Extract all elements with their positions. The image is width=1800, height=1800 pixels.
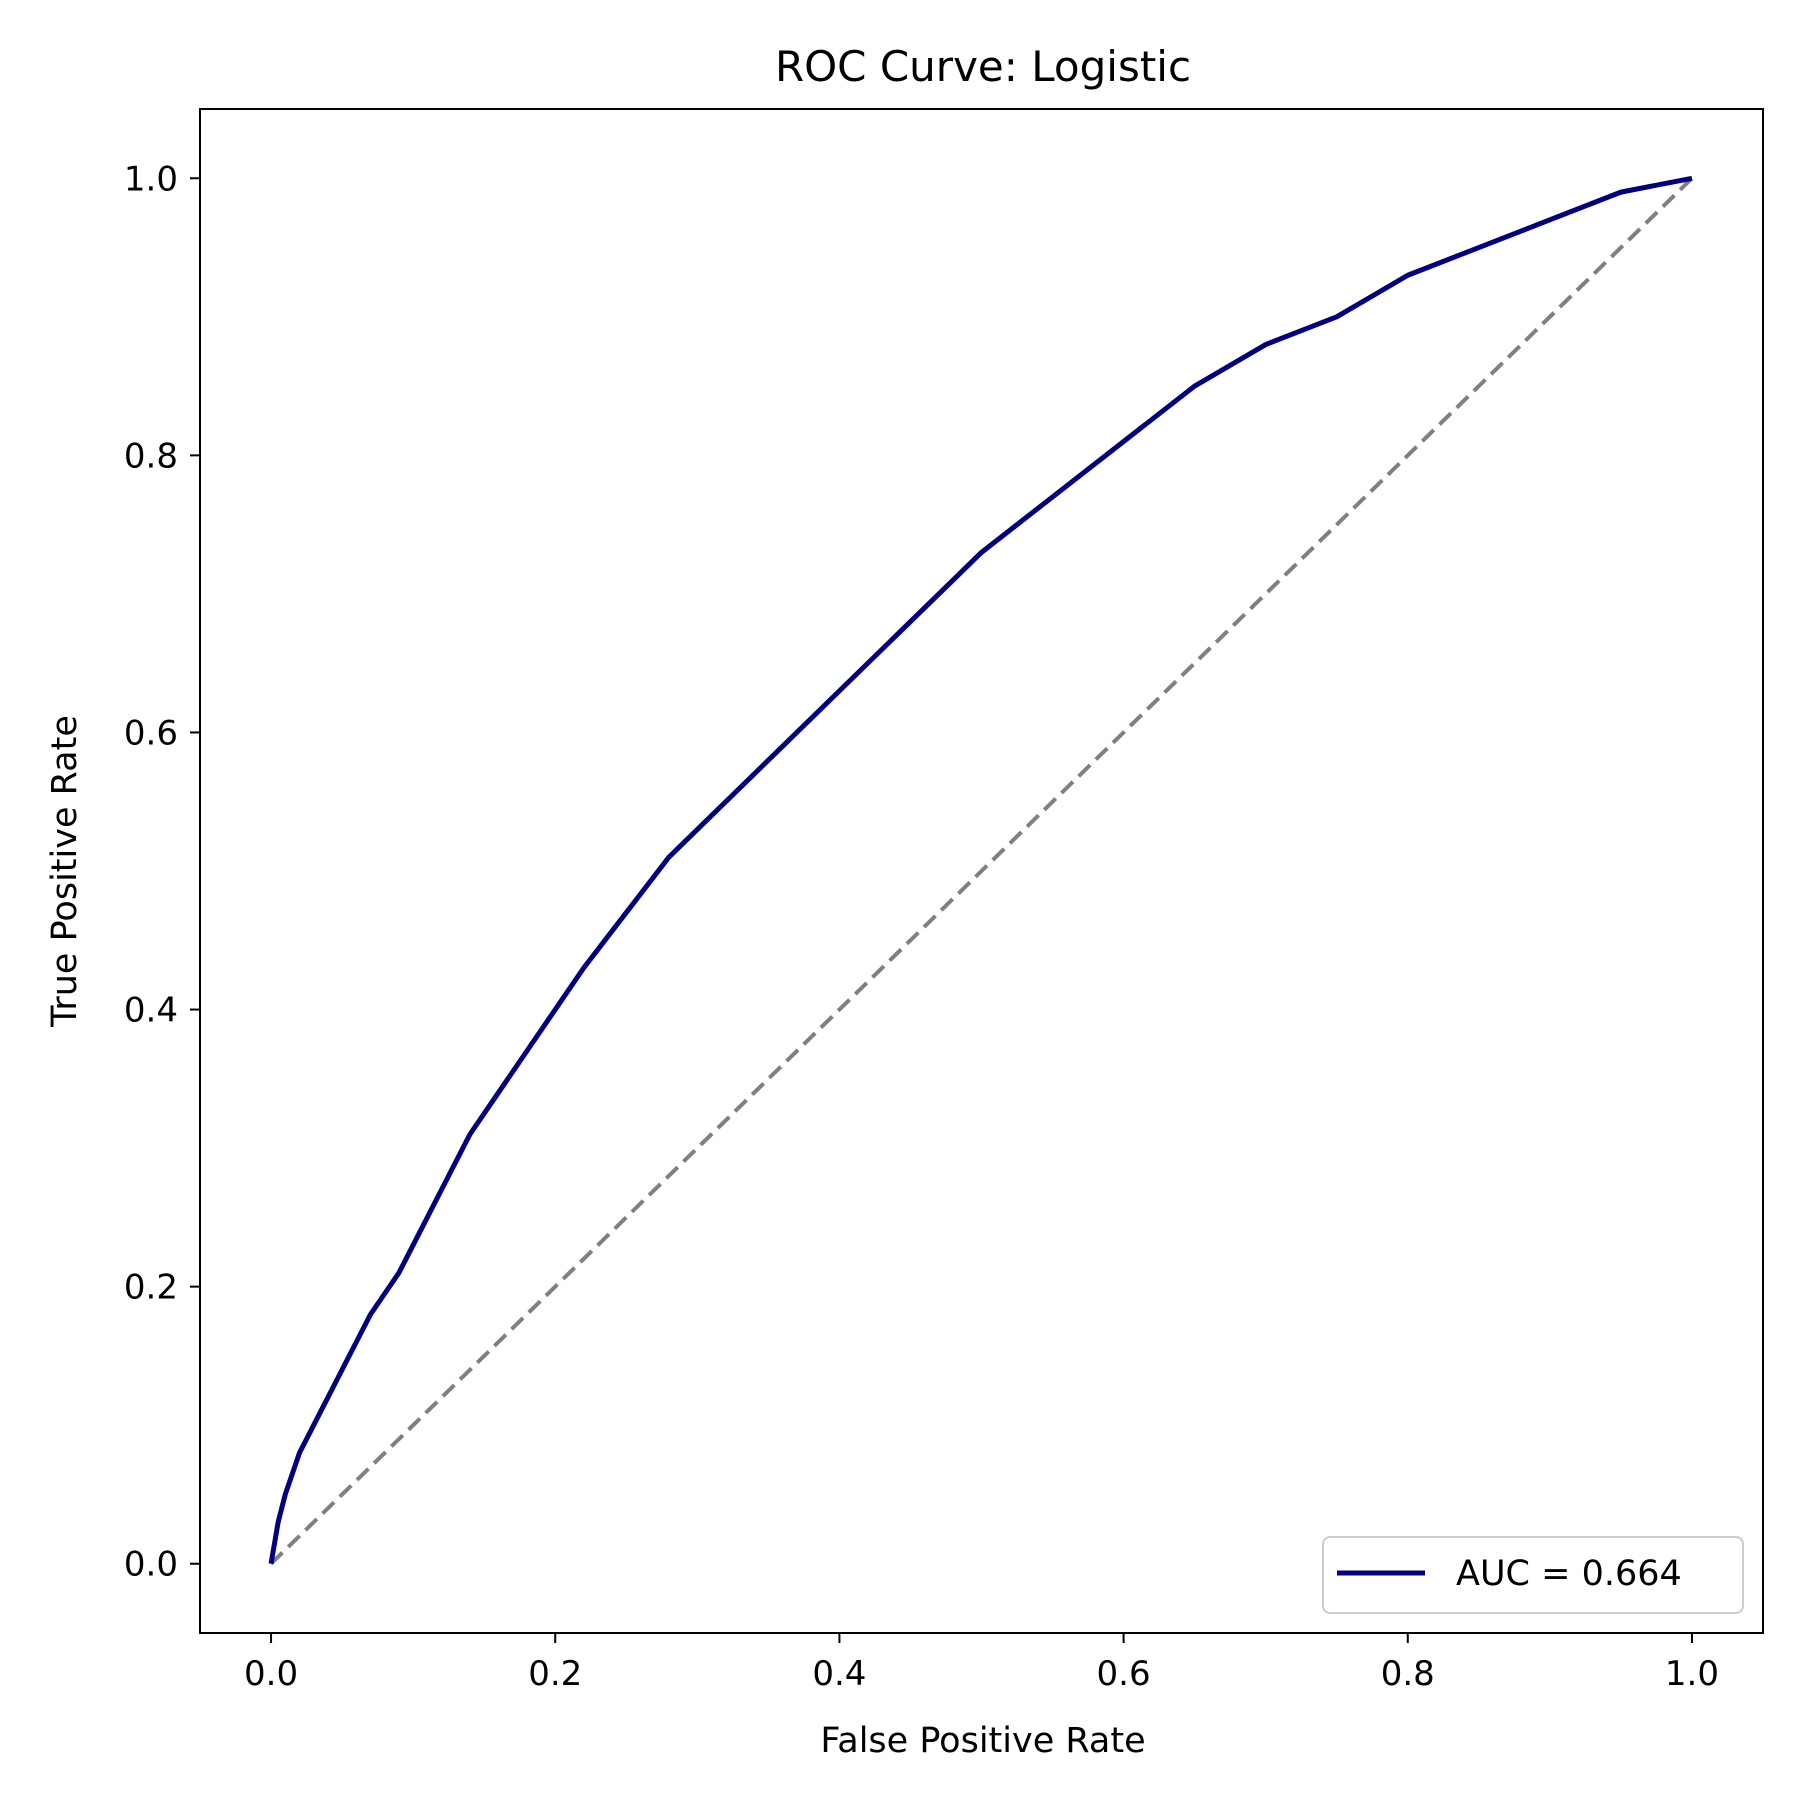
y-axis-label: True Positive Rate xyxy=(45,715,85,1028)
y-tick-label: 0.6 xyxy=(124,713,178,753)
y-axis: 0.0 0.2 0.4 0.6 0.8 1.0 xyxy=(124,159,200,1585)
chart-title: ROC Curve: Logistic xyxy=(775,42,1191,91)
x-axis-label: False Positive Rate xyxy=(820,1721,1145,1761)
legend-box xyxy=(1322,1536,1744,1614)
x-tick-label: 0.6 xyxy=(1097,1654,1151,1694)
x-tick-label: 0.8 xyxy=(1381,1654,1435,1694)
chance-diagonal-line xyxy=(269,176,1694,1566)
x-tick-label: 0.0 xyxy=(244,1654,298,1694)
roc-curve-line xyxy=(268,175,1693,1565)
x-tick-label: 0.2 xyxy=(528,1654,582,1694)
y-tick-label: 0.2 xyxy=(124,1268,178,1308)
legend-entry: AUC = 0.664 xyxy=(1456,1554,1682,1594)
y-tick-label: 0.8 xyxy=(124,436,178,476)
x-tick-label: 1.0 xyxy=(1665,1654,1719,1694)
x-axis: 0.0 0.2 0.4 0.6 0.8 1.0 xyxy=(244,1633,1719,1694)
x-tick-label: 0.4 xyxy=(812,1654,866,1694)
series-layer xyxy=(268,175,1694,1566)
y-tick-label: 0.4 xyxy=(124,991,178,1031)
y-tick-label: 1.0 xyxy=(124,159,178,199)
y-tick-label: 0.0 xyxy=(124,1545,178,1585)
plot-area: 0.0 0.2 0.4 0.6 0.8 1.0 0.0 0.2 0.4 0.6 0.8 1.0 xyxy=(124,108,1764,1694)
legend: AUC = 0.664 xyxy=(1322,1536,1744,1614)
plot-frame xyxy=(199,108,1764,1634)
